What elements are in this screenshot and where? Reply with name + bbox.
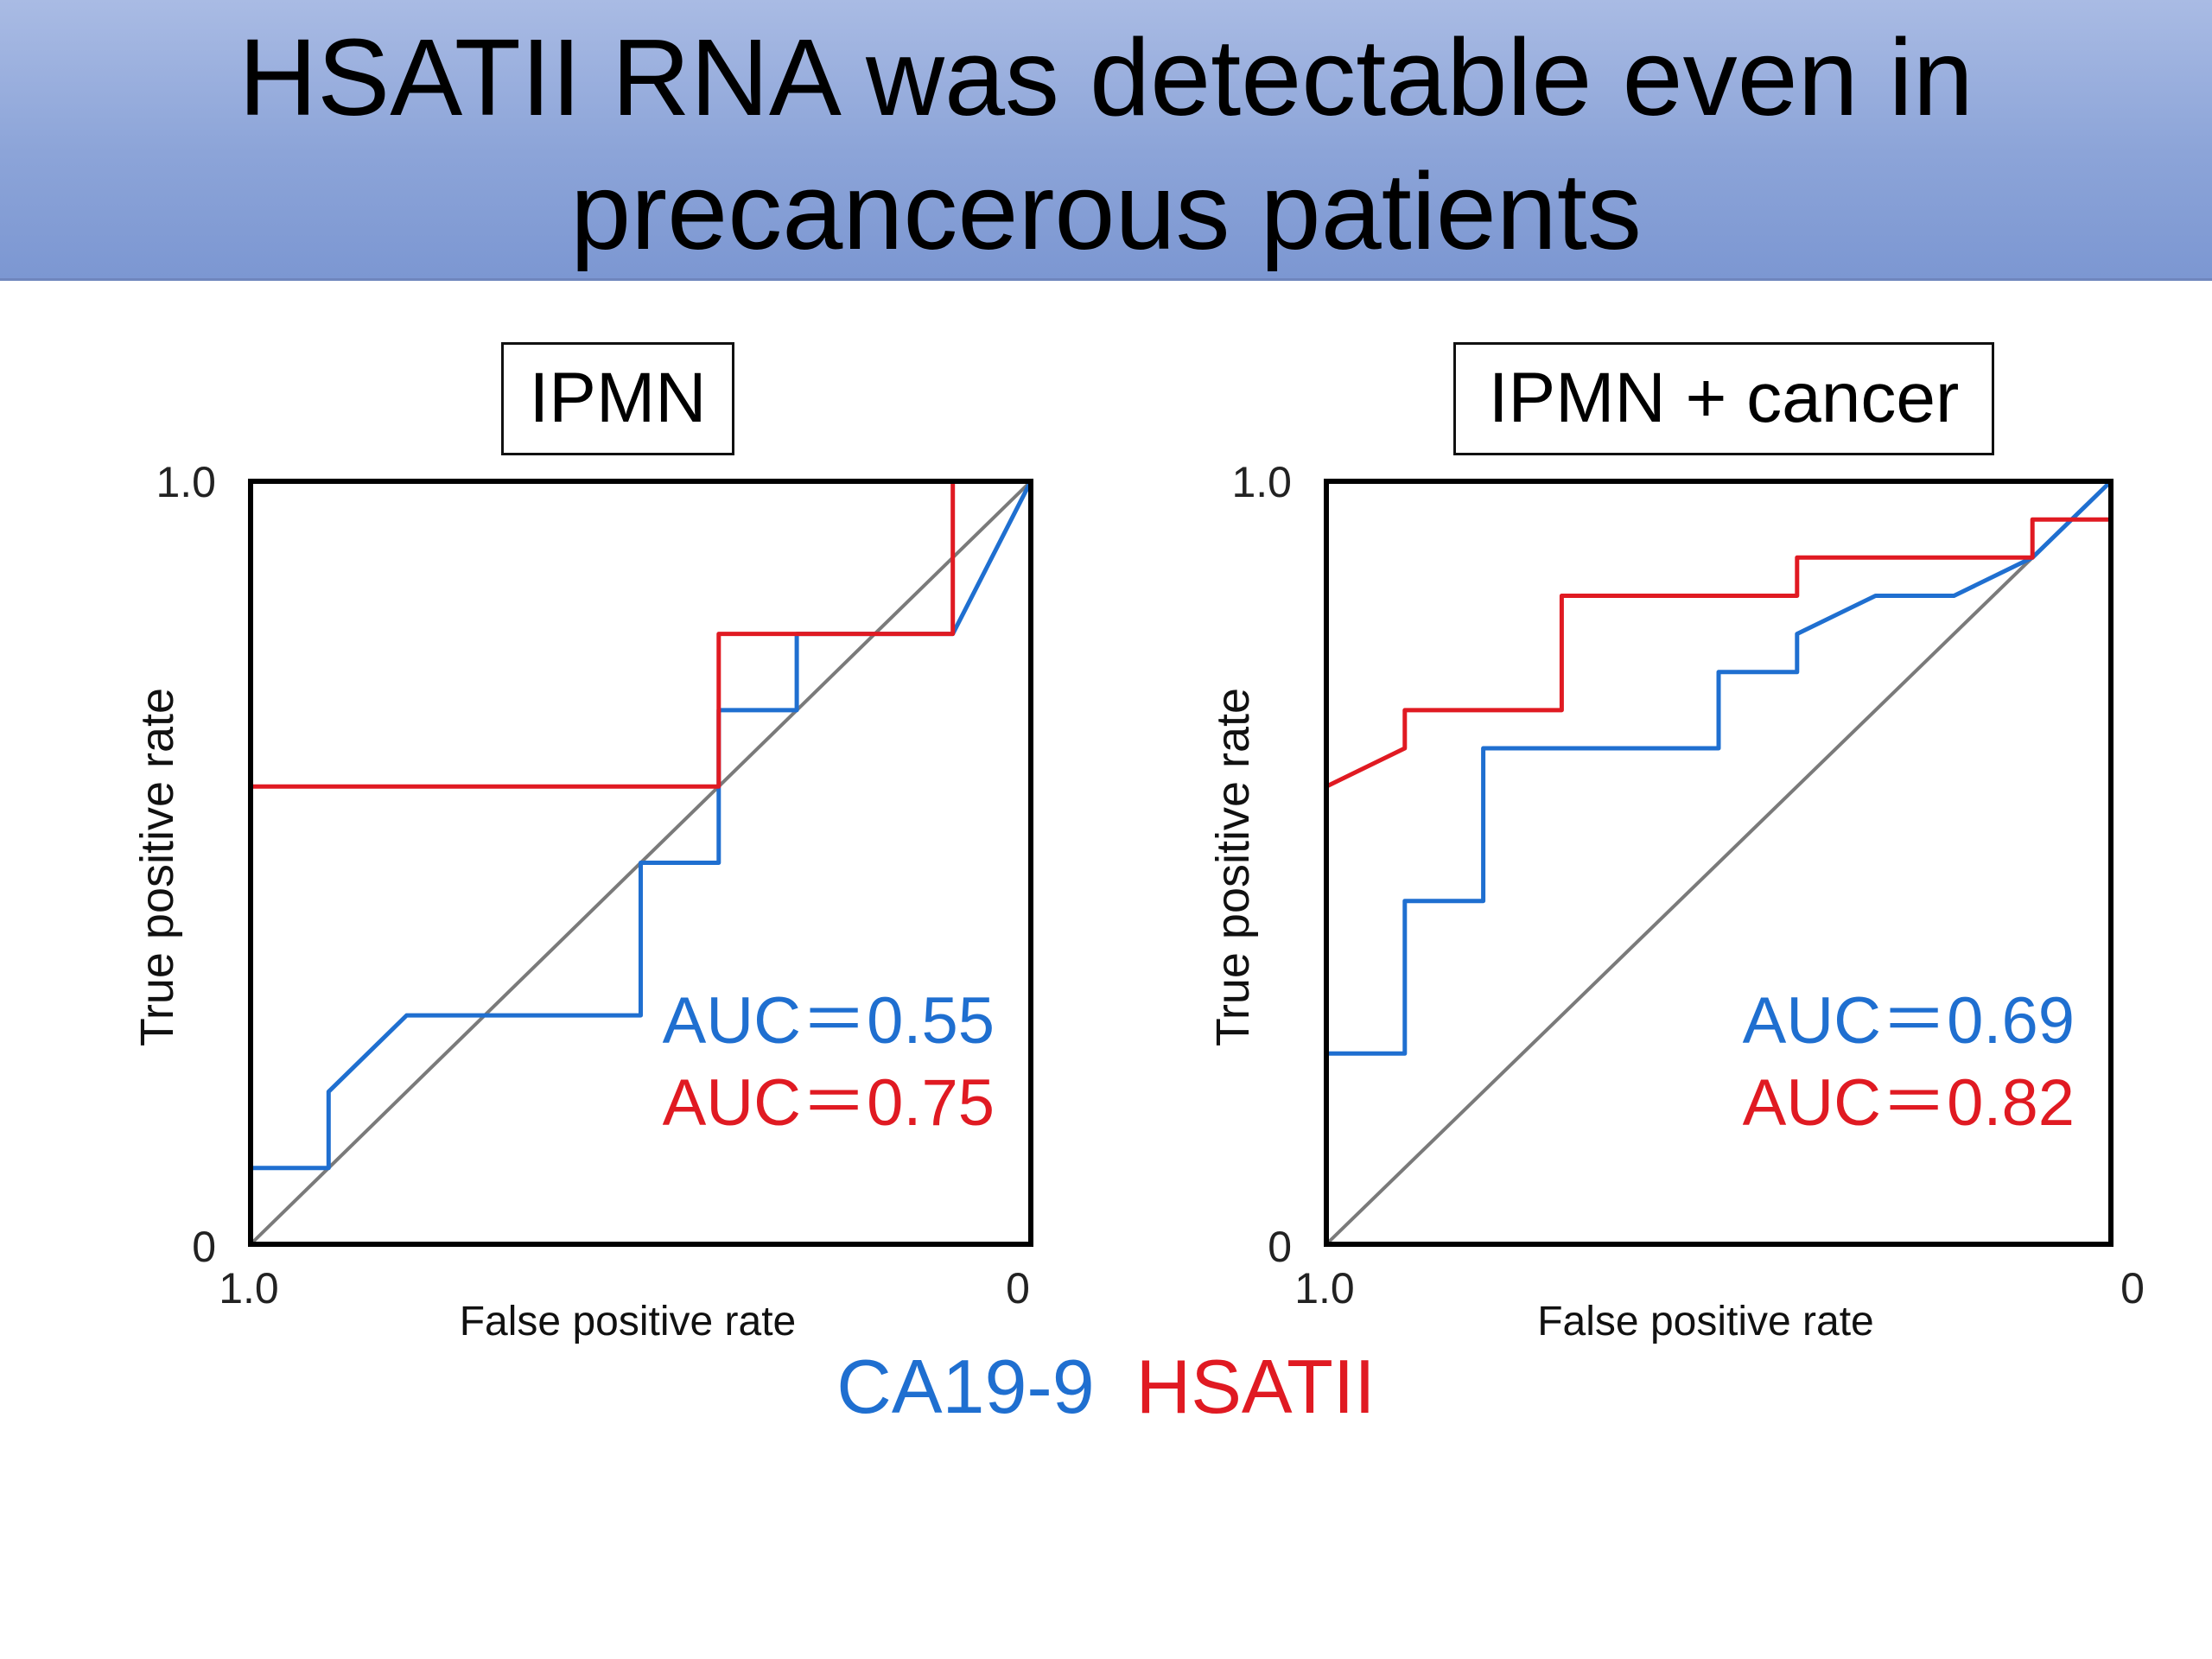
chart-ipmn-cancer-ytick-0: 0 <box>1268 1223 1292 1271</box>
panel-title-ipmn-cancer: IPMN + cancer <box>1453 342 1994 455</box>
chart-ipmn-ytick-0: 0 <box>192 1223 216 1271</box>
chart-ipmn-ylabel: True positive rate <box>131 688 183 1046</box>
chart-ipmn-cancer-ylabel: True positive rate <box>1207 688 1259 1046</box>
panel-title-ipmn: IPMN <box>501 342 734 455</box>
chart-ipmn-xtick-0: 1.0 <box>219 1264 279 1313</box>
chart-ipmn-auc-ca199: AUC＝0.55 <box>663 984 995 1058</box>
title-banner: HSATII RNA was detectable even in precan… <box>0 0 2212 281</box>
slide-title-line-1: HSATII RNA was detectable even in <box>238 16 1974 138</box>
chart-ipmn-xtick-1: 0 <box>1006 1264 1030 1313</box>
chart-ipmn-ytick-1: 1.0 <box>156 458 216 506</box>
legend-item-hsatii: HSATII <box>1135 1344 1376 1429</box>
legend: CA19-9 HSATII <box>0 1339 2212 1434</box>
chart-ipmn-cancer-auc-hsatii: AUC＝0.82 <box>1743 1066 2075 1140</box>
chart-ipmn-cancer-xtick-1: 0 <box>2120 1264 2145 1313</box>
chart-ipmn-auc-hsatii: AUC＝0.75 <box>663 1066 995 1140</box>
chart-ipmn-cancer-xlabel: False positive rate <box>1537 1299 1874 1344</box>
slide-title-line-2: precancerous patients <box>570 150 1642 272</box>
chart-ipmn-cancer-series-hsatii <box>1324 517 2111 1244</box>
chart-ipmn-cancer-plot-frame <box>1324 479 2113 1247</box>
chart-ipmn-plot-frame <box>248 479 1033 1247</box>
chart-ipmn-xlabel: False positive rate <box>460 1299 797 1344</box>
chart-ipmn-cancer-xtick-0: 1.0 <box>1294 1264 1355 1313</box>
chart-ipmn-cancer-series-ca199 <box>1324 480 2113 1244</box>
chart-ipmn-cancer-ytick-1: 1.0 <box>1231 458 1292 506</box>
chart-ipmn-cancer-diagonal <box>1325 480 2113 1246</box>
legend-item-ca199: CA19-9 <box>836 1344 1095 1429</box>
chart-ipmn-cancer-auc-ca199: AUC＝0.69 <box>1743 984 2075 1058</box>
